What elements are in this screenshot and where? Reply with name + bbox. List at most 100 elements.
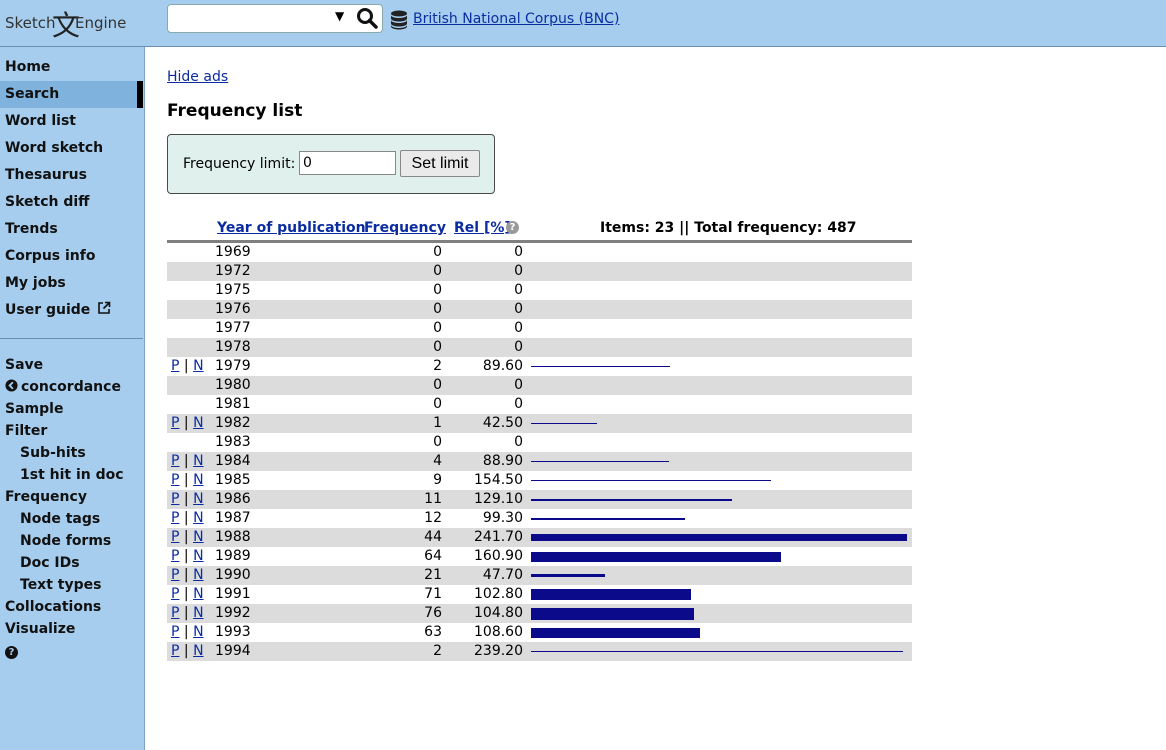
question-icon[interactable]: ? <box>506 221 519 234</box>
row-links: P | N <box>171 491 204 507</box>
sidebar-action-first-hit[interactable]: 1st hit in doc <box>20 467 124 483</box>
row-links: P | N <box>171 472 204 488</box>
negative-filter-link[interactable]: N <box>193 472 204 488</box>
corpus-link[interactable]: British National Corpus (BNC) <box>413 11 620 27</box>
col-rel-header[interactable]: Rel [%] <box>454 220 511 236</box>
positive-filter-link[interactable]: P <box>171 529 180 545</box>
sidebar-action-collocations[interactable]: Collocations <box>5 599 102 615</box>
logo-text-right: Engine <box>75 14 127 32</box>
col-frequency-header[interactable]: Frequency <box>364 220 446 236</box>
sidebar-item-user-guide[interactable]: User guide <box>0 297 143 324</box>
row-frequency: 0 <box>433 434 442 450</box>
positive-filter-link[interactable]: P <box>171 453 180 469</box>
table-row: 1981 0 0 <box>167 395 912 414</box>
positive-filter-link[interactable]: P <box>171 548 180 564</box>
negative-filter-link[interactable]: N <box>193 624 204 640</box>
row-rel: 0 <box>514 434 523 450</box>
row-rel: 89.60 <box>482 358 523 374</box>
row-year: 1977 <box>215 320 251 336</box>
rel-bar <box>531 589 691 600</box>
sidebar-action-concordance[interactable]: concordance <box>0 376 143 398</box>
positive-filter-link[interactable]: P <box>171 510 180 526</box>
dropdown-caret-icon[interactable]: ▼ <box>335 9 345 23</box>
row-links: P | N <box>171 453 204 469</box>
rel-bar <box>531 366 670 367</box>
row-rel: 0 <box>514 282 523 298</box>
positive-filter-link[interactable]: P <box>171 472 180 488</box>
negative-filter-link[interactable]: N <box>193 529 204 545</box>
row-rel: 0 <box>514 339 523 355</box>
sidebar-item-trends[interactable]: Trends <box>5 221 58 237</box>
sidebar-action-sub-hits[interactable]: Sub-hits <box>20 445 86 461</box>
negative-filter-link[interactable]: N <box>193 567 204 583</box>
negative-filter-link[interactable]: N <box>193 586 204 602</box>
col-year-header[interactable]: Year of publication <box>217 220 366 236</box>
sidebar-action-save[interactable]: Save <box>5 357 44 373</box>
page-title: Frequency list <box>167 101 303 121</box>
row-rel: 241.70 <box>474 529 523 545</box>
positive-filter-link[interactable]: P <box>171 491 180 507</box>
negative-filter-link[interactable]: N <box>193 605 204 621</box>
negative-filter-link[interactable]: N <box>193 453 204 469</box>
sidebar-item-sketch-diff[interactable]: Sketch diff <box>5 194 90 210</box>
row-year: 1992 <box>215 605 251 621</box>
positive-filter-link[interactable]: P <box>171 643 180 659</box>
row-rel: 0 <box>514 320 523 336</box>
sidebar-item-word-list[interactable]: Word list <box>5 113 76 129</box>
row-frequency: 76 <box>424 605 442 621</box>
help-icon[interactable]: ? <box>0 640 143 662</box>
row-rel: 108.60 <box>474 624 523 640</box>
row-year: 1983 <box>215 434 251 450</box>
sidebar-action-sample[interactable]: Sample <box>5 401 64 417</box>
row-year: 1985 <box>215 472 251 488</box>
negative-filter-link[interactable]: N <box>193 358 204 374</box>
negative-filter-link[interactable]: N <box>193 510 204 526</box>
sidebar-item-thesaurus[interactable]: Thesaurus <box>5 167 87 183</box>
positive-filter-link[interactable]: P <box>171 415 180 431</box>
row-links: P | N <box>171 510 204 526</box>
positive-filter-link[interactable]: P <box>171 586 180 602</box>
sidebar-action-frequency[interactable]: Frequency <box>5 489 87 505</box>
table-row: P | N 1985 9 154.50 <box>167 471 912 490</box>
sidebar-item-corpus-info[interactable]: Corpus info <box>5 248 96 264</box>
sidebar-action-text-types[interactable]: Text types <box>20 577 102 593</box>
sidebar-item-home[interactable]: Home <box>5 59 51 75</box>
sidebar-item-my-jobs[interactable]: My jobs <box>5 275 66 291</box>
positive-filter-link[interactable]: P <box>171 624 180 640</box>
sidebar-action-visualize[interactable]: Visualize <box>5 621 76 637</box>
row-frequency: 12 <box>424 510 442 526</box>
row-rel: 0 <box>514 377 523 393</box>
sidebar-action-node-forms[interactable]: Node forms <box>20 533 112 549</box>
row-year: 1989 <box>215 548 251 564</box>
negative-filter-link[interactable]: N <box>193 415 204 431</box>
row-rel: 102.80 <box>474 586 523 602</box>
row-links: P | N <box>171 529 204 545</box>
row-year: 1969 <box>215 244 251 260</box>
table-row: 1983 0 0 <box>167 433 912 452</box>
sidebar-action-filter[interactable]: Filter <box>5 423 48 439</box>
negative-filter-link[interactable]: N <box>193 491 204 507</box>
positive-filter-link[interactable]: P <box>171 605 180 621</box>
table-row: P | N 1984 4 88.90 <box>167 452 912 471</box>
table-row: P | N 1982 1 42.50 <box>167 414 912 433</box>
row-frequency: 0 <box>433 396 442 412</box>
sidebar-item-search[interactable]: Search <box>0 81 143 108</box>
sidebar-action-node-tags[interactable]: Node tags <box>20 511 101 527</box>
table-row: P | N 1979 2 89.60 <box>167 357 912 376</box>
positive-filter-link[interactable]: P <box>171 567 180 583</box>
hide-ads-link[interactable]: Hide ads <box>167 69 229 85</box>
database-icon <box>391 10 407 30</box>
search-icon[interactable] <box>356 7 378 29</box>
row-links: P | N <box>171 643 204 659</box>
negative-filter-link[interactable]: N <box>193 548 204 564</box>
table-row: P | N 1990 21 47.70 <box>167 566 912 585</box>
row-rel: 0 <box>514 301 523 317</box>
positive-filter-link[interactable]: P <box>171 358 180 374</box>
sidebar-action-doc-ids[interactable]: Doc IDs <box>20 555 80 571</box>
sidebar-item-word-sketch[interactable]: Word sketch <box>5 140 104 156</box>
row-frequency: 0 <box>433 377 442 393</box>
set-limit-button[interactable]: Set limit <box>400 150 480 177</box>
negative-filter-link[interactable]: N <box>193 643 204 659</box>
search-input[interactable]: ▼ <box>167 4 383 33</box>
frequency-limit-input[interactable] <box>299 151 396 175</box>
